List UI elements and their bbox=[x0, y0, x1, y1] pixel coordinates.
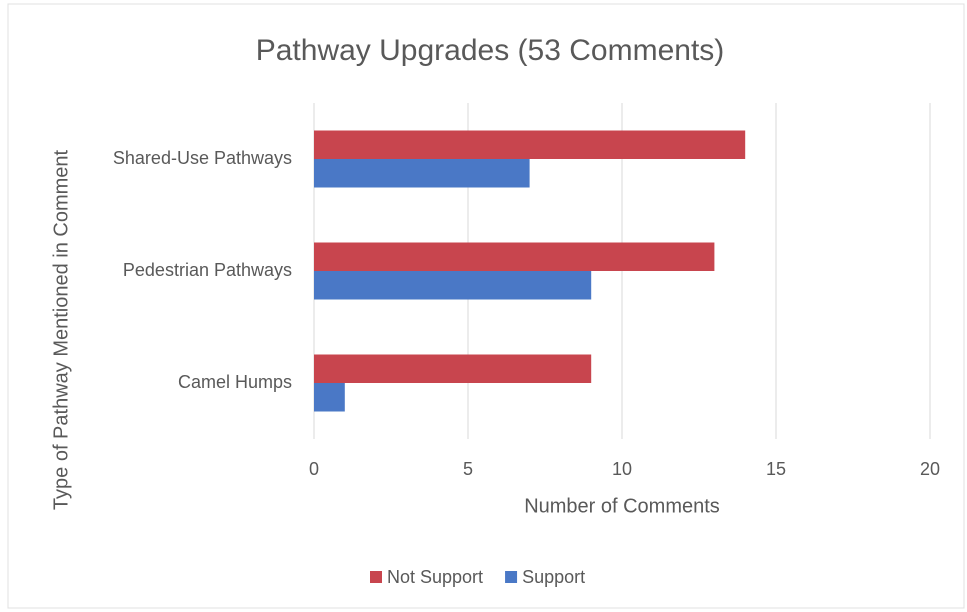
chart-title: Pathway Upgrades (53 Comments) bbox=[256, 34, 725, 67]
x-tick-label: 5 bbox=[463, 459, 473, 479]
x-tick-label: 0 bbox=[309, 459, 319, 479]
legend-swatch bbox=[505, 571, 518, 583]
y-tick-label: Pedestrian Pathways bbox=[123, 260, 292, 280]
x-tick-label: 15 bbox=[766, 459, 786, 479]
bar bbox=[314, 242, 715, 271]
legend-label: Support bbox=[522, 567, 585, 587]
legend-label: Not Support bbox=[387, 567, 483, 587]
x-tick-label: 20 bbox=[920, 459, 940, 479]
bar bbox=[314, 383, 345, 412]
bar bbox=[314, 130, 746, 159]
x-axis-label: Number of Comments bbox=[524, 495, 720, 517]
legend-swatch bbox=[370, 571, 382, 583]
x-tick-label: 10 bbox=[612, 459, 632, 479]
bar bbox=[314, 159, 530, 188]
bar bbox=[314, 271, 592, 300]
chart-border bbox=[7, 3, 965, 609]
bar bbox=[314, 354, 592, 383]
y-tick-label: Shared-Use Pathways bbox=[113, 148, 292, 168]
y-axis-label: Type of Pathway Mentioned in Comment bbox=[50, 149, 72, 510]
y-tick-label: Camel Humps bbox=[178, 372, 292, 392]
